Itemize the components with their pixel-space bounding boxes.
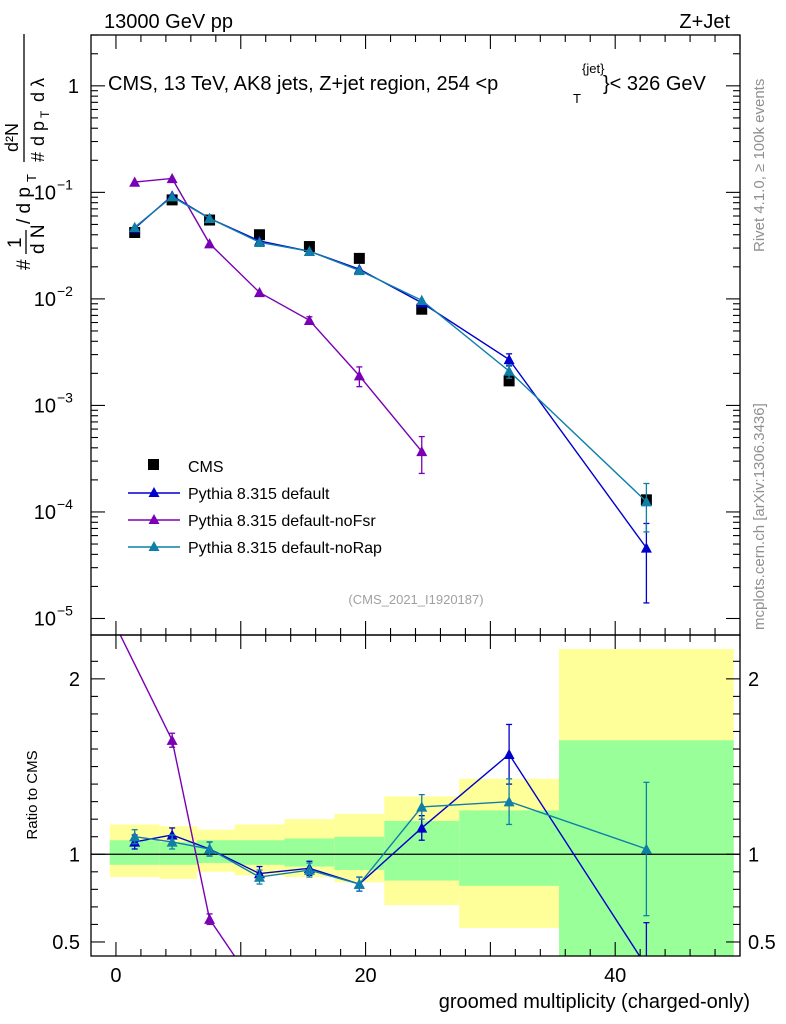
legend-norap-marker [148, 541, 160, 551]
main-point-noRap [303, 245, 315, 256]
ratio-point-noRap [416, 801, 428, 812]
ratio-point-noFsr [166, 734, 178, 745]
ratio-band-green [159, 841, 198, 865]
main-y-tick-exponent: −4 [57, 496, 73, 512]
main-point-noRap [503, 365, 515, 376]
main-point-noFsr [353, 370, 365, 381]
ratio-point-noFsr [204, 913, 216, 924]
ratio-y-tick-label-right: 2 [748, 669, 759, 691]
main-point-default [640, 542, 652, 553]
svg-text:T: T [38, 110, 52, 118]
ratio-point-noRap [640, 843, 652, 854]
plot-title-subscript: T [573, 91, 581, 106]
main-point-noRap [129, 221, 141, 232]
x-tick-label: 20 [354, 965, 376, 987]
ratio-series-layer [119, 635, 652, 971]
main-y-tick-label: 10 [34, 395, 56, 417]
main-point-noRap [204, 212, 216, 224]
ratio-y-tick-label-right: 1 [748, 844, 759, 866]
main-y-tick-exponent: −2 [57, 283, 73, 299]
ratio-point-noRap [204, 843, 216, 854]
main-point-noFsr [416, 445, 428, 457]
main-y-axis-label: # 1 d N / d p T d²N # d p T d λ [2, 34, 52, 270]
ratio-band-green [234, 840, 285, 865]
ratio-y-tick-label-right: 0.5 [748, 932, 776, 954]
main-point-noFsr [166, 172, 178, 184]
main-series-layer [129, 172, 652, 604]
main-point-cms [503, 375, 515, 387]
main-point-noRap [253, 236, 265, 247]
main-point-noRap [353, 264, 365, 276]
ratio-plot-frame [90, 634, 741, 957]
x-tick-label: 0 [110, 965, 121, 987]
svg-text:/ d p: / d p [14, 187, 35, 224]
ratio-point-default [503, 748, 515, 759]
plot-title-superscript: {jet} [582, 61, 605, 76]
main-point-noFsr [303, 314, 315, 325]
ratio-point-noRap [253, 871, 265, 882]
svg-text:T: T [24, 174, 39, 182]
ratio-y-tick-label: 1 [69, 844, 80, 866]
main-y-tick-exponent: −3 [57, 389, 73, 405]
ratio-point-noRap [503, 796, 515, 807]
plot-title: CMS, 13 TeV, AK8 jets, Z+jet region, 254… [108, 73, 498, 95]
main-point-noRap [640, 496, 652, 507]
header-right: Z+Jet [679, 11, 730, 33]
main-line-noFsr [134, 177, 423, 452]
legend: CMS Pythia 8.315 default Pythia 8.315 de… [128, 459, 382, 557]
legend-norap-label: Pythia 8.315 default-noRap [188, 540, 382, 557]
main-y-tick-exponent: −1 [57, 176, 73, 192]
main-y-tick-label: 10 [34, 608, 56, 630]
ratio-point-noRap [303, 864, 315, 875]
x-axis-label: groomed multiplicity (charged-only) [439, 991, 750, 1013]
main-point-noRap [166, 191, 178, 202]
ratio-line-noFsr [119, 635, 236, 956]
svg-text:d N: d N [28, 224, 49, 254]
svg-text:d λ: d λ [28, 78, 48, 102]
plot-title-end: }< 326 GeV [603, 73, 707, 95]
main-point-noRap [416, 294, 428, 305]
legend-default-marker [148, 487, 160, 497]
main-y-tick-label: 10 [34, 502, 56, 524]
legend-nofsr-marker [148, 514, 160, 524]
main-y-tick-label: 1 [68, 76, 79, 98]
plot-title-main: CMS, 13 TeV, AK8 jets, Z+jet region, 254… [108, 73, 498, 95]
ratio-y-axis-label: Ratio to CMS [24, 750, 41, 839]
ratio-band-green [334, 836, 385, 871]
mcplots-label: mcplots.cern.ch [arXiv:1306.3436] [751, 403, 768, 630]
header-left: 13000 GeV pp [104, 11, 233, 33]
main-point-default [503, 353, 515, 365]
main-y-tick-exponent: −5 [57, 602, 73, 618]
ratio-point-noRap [129, 831, 141, 842]
main-point-noFsr [129, 176, 141, 187]
legend-cms-label: CMS [188, 459, 224, 476]
legend-nofsr-label: Pythia 8.315 default-noFsr [188, 513, 376, 530]
main-y-tick-label: 10 [34, 182, 56, 204]
analysis-id: (CMS_2021_I1920187) [348, 592, 483, 607]
svg-text:d p: d p [28, 121, 48, 146]
svg-text:d²N: d²N [2, 123, 22, 152]
ratio-y-tick-label: 0.5 [52, 932, 80, 954]
ratio-point-noRap [353, 878, 365, 889]
main-point-noFsr [253, 286, 265, 298]
ratio-point-default [641, 961, 652, 971]
legend-cms-marker [148, 459, 159, 470]
main-y-tick-label: 10 [34, 289, 56, 311]
main-point-cms [353, 252, 365, 264]
svg-text:#: # [28, 152, 48, 162]
rivet-version-label: Rivet 4.1.0, ≥ 100k events [751, 79, 768, 252]
svg-text:1: 1 [5, 237, 26, 248]
legend-default-label: Pythia 8.315 default [188, 486, 330, 503]
main-point-cms [416, 303, 428, 315]
svg-text:#: # [14, 259, 35, 270]
main-point-noFsr [204, 238, 216, 249]
main-point-cms [253, 229, 265, 241]
ratio-point-default [416, 822, 428, 833]
ratio-point-noRap [166, 836, 178, 847]
x-tick-label: 40 [604, 965, 626, 987]
ratio-y-tick-label: 2 [69, 669, 80, 691]
